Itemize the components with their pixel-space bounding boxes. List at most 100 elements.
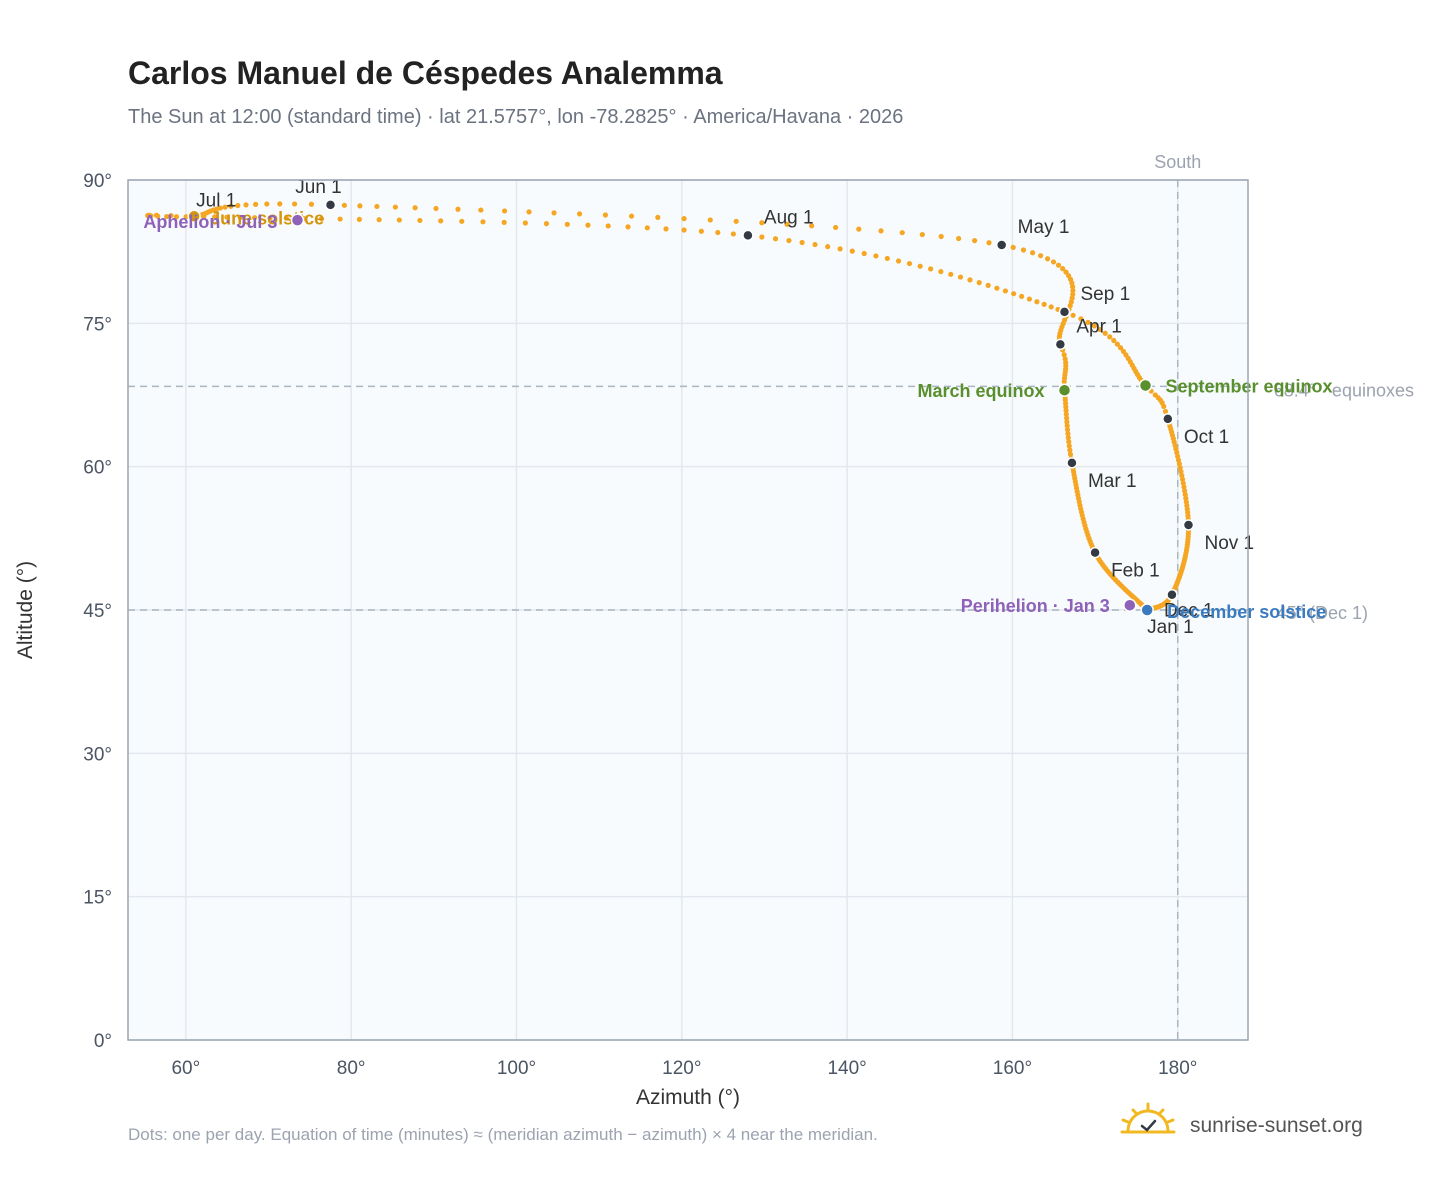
- month-label: Dec 1: [1164, 601, 1214, 622]
- day-dot: [1064, 427, 1071, 433]
- y-axis-label: Altitude (°): [14, 561, 37, 659]
- day-dot: [919, 231, 925, 238]
- day-dot: [146, 212, 152, 218]
- day-dot: [392, 204, 398, 210]
- month-marker: [1066, 457, 1078, 469]
- december-altitude-label: 45° (Dec 1): [1277, 603, 1368, 623]
- event-marker: [1138, 378, 1153, 393]
- day-dot: [396, 217, 402, 223]
- day-dot: [1044, 256, 1051, 262]
- x-tick-label: 60°: [171, 1058, 200, 1079]
- day-dot: [433, 205, 439, 212]
- day-dot: [480, 219, 486, 225]
- day-dot: [438, 218, 444, 224]
- day-dot: [252, 215, 258, 221]
- month-marker: [1054, 338, 1067, 351]
- day-dot: [967, 277, 973, 283]
- day-dot: [217, 205, 223, 211]
- day-dot: [1064, 419, 1070, 425]
- day-dot: [628, 213, 635, 219]
- y-tick-label: 60°: [83, 458, 112, 479]
- day-dot: [318, 216, 325, 222]
- day-dot: [873, 253, 879, 259]
- day-dot: [884, 255, 890, 262]
- day-dot: [895, 258, 902, 264]
- day-dot: [168, 212, 174, 219]
- day-dot: [1111, 337, 1117, 344]
- day-dot: [856, 226, 862, 232]
- month-label: Mar 1: [1088, 471, 1137, 492]
- day-dot: [605, 223, 611, 229]
- day-dot: [564, 221, 570, 227]
- day-dot: [173, 214, 180, 220]
- day-dot: [264, 201, 270, 207]
- day-dot: [1020, 247, 1027, 253]
- y-tick-label: 75°: [83, 314, 112, 335]
- day-dot: [543, 221, 550, 227]
- day-dot: [1070, 287, 1076, 294]
- month-label: Nov 1: [1204, 533, 1254, 554]
- day-dot: [1010, 244, 1016, 250]
- day-dot: [224, 214, 230, 220]
- day-dot: [1063, 411, 1069, 417]
- day-dot: [799, 239, 805, 246]
- day-dot: [183, 214, 189, 220]
- month-marker: [324, 199, 337, 211]
- day-dot: [938, 233, 944, 240]
- day-dot: [1002, 288, 1008, 294]
- day-dot: [228, 203, 234, 209]
- plot-frame: [127, 179, 1249, 1041]
- month-label: Jul 1: [196, 190, 236, 211]
- event-marker: [1140, 603, 1154, 617]
- day-dot: [985, 282, 991, 288]
- day-dot: [1097, 326, 1103, 333]
- day-dot: [526, 209, 532, 215]
- event-marker: [187, 209, 201, 224]
- day-dot: [1030, 250, 1036, 256]
- day-dot: [786, 237, 792, 244]
- x-tick-label: 140°: [827, 1058, 866, 1079]
- day-dot: [1107, 334, 1113, 340]
- day-dot: [1178, 468, 1184, 475]
- reference-lines: South 68.4° · equinoxes 45° (Dec 1): [128, 152, 1414, 1040]
- day-dot: [478, 207, 484, 213]
- day-dot: [1026, 296, 1032, 302]
- day-dot: [164, 213, 170, 220]
- day-dot: [986, 240, 992, 246]
- day-dot: [1102, 330, 1108, 336]
- day-dot: [1019, 293, 1025, 299]
- day-dot: [341, 202, 347, 208]
- y-tick-label: 0°: [94, 1031, 112, 1052]
- day-dot: [1078, 316, 1084, 322]
- day-dot: [759, 234, 765, 240]
- day-dot: [277, 201, 283, 207]
- day-dot: [1065, 431, 1071, 437]
- event-label: December solstice: [1167, 602, 1326, 622]
- day-dot: [376, 217, 382, 223]
- month-label: Apr 1: [1076, 316, 1121, 337]
- x-tick-label: 180°: [1158, 1058, 1197, 1079]
- day-dot: [212, 214, 218, 220]
- day-dot: [1179, 472, 1185, 479]
- y-tick-label: 45°: [83, 601, 112, 622]
- month-label: Jan 1: [1147, 617, 1193, 638]
- event-marker: [290, 213, 305, 227]
- day-dot: [201, 214, 207, 220]
- day-dot: [243, 202, 249, 208]
- day-dot: [1066, 439, 1072, 445]
- y-tick-label: 90°: [83, 171, 112, 192]
- brand-logo: sunrise-sunset.org: [1120, 1102, 1363, 1137]
- day-dot: [1060, 266, 1066, 272]
- day-dot: [585, 222, 591, 228]
- day-dot: [1161, 403, 1167, 409]
- day-dot: [917, 263, 923, 269]
- month-marker: [1182, 519, 1195, 531]
- x-tick-label: 100°: [497, 1058, 536, 1079]
- day-dot: [412, 205, 418, 211]
- month-label: May 1: [1018, 217, 1070, 238]
- day-dot: [625, 224, 631, 230]
- day-dot: [308, 201, 315, 207]
- day-dot: [357, 203, 363, 209]
